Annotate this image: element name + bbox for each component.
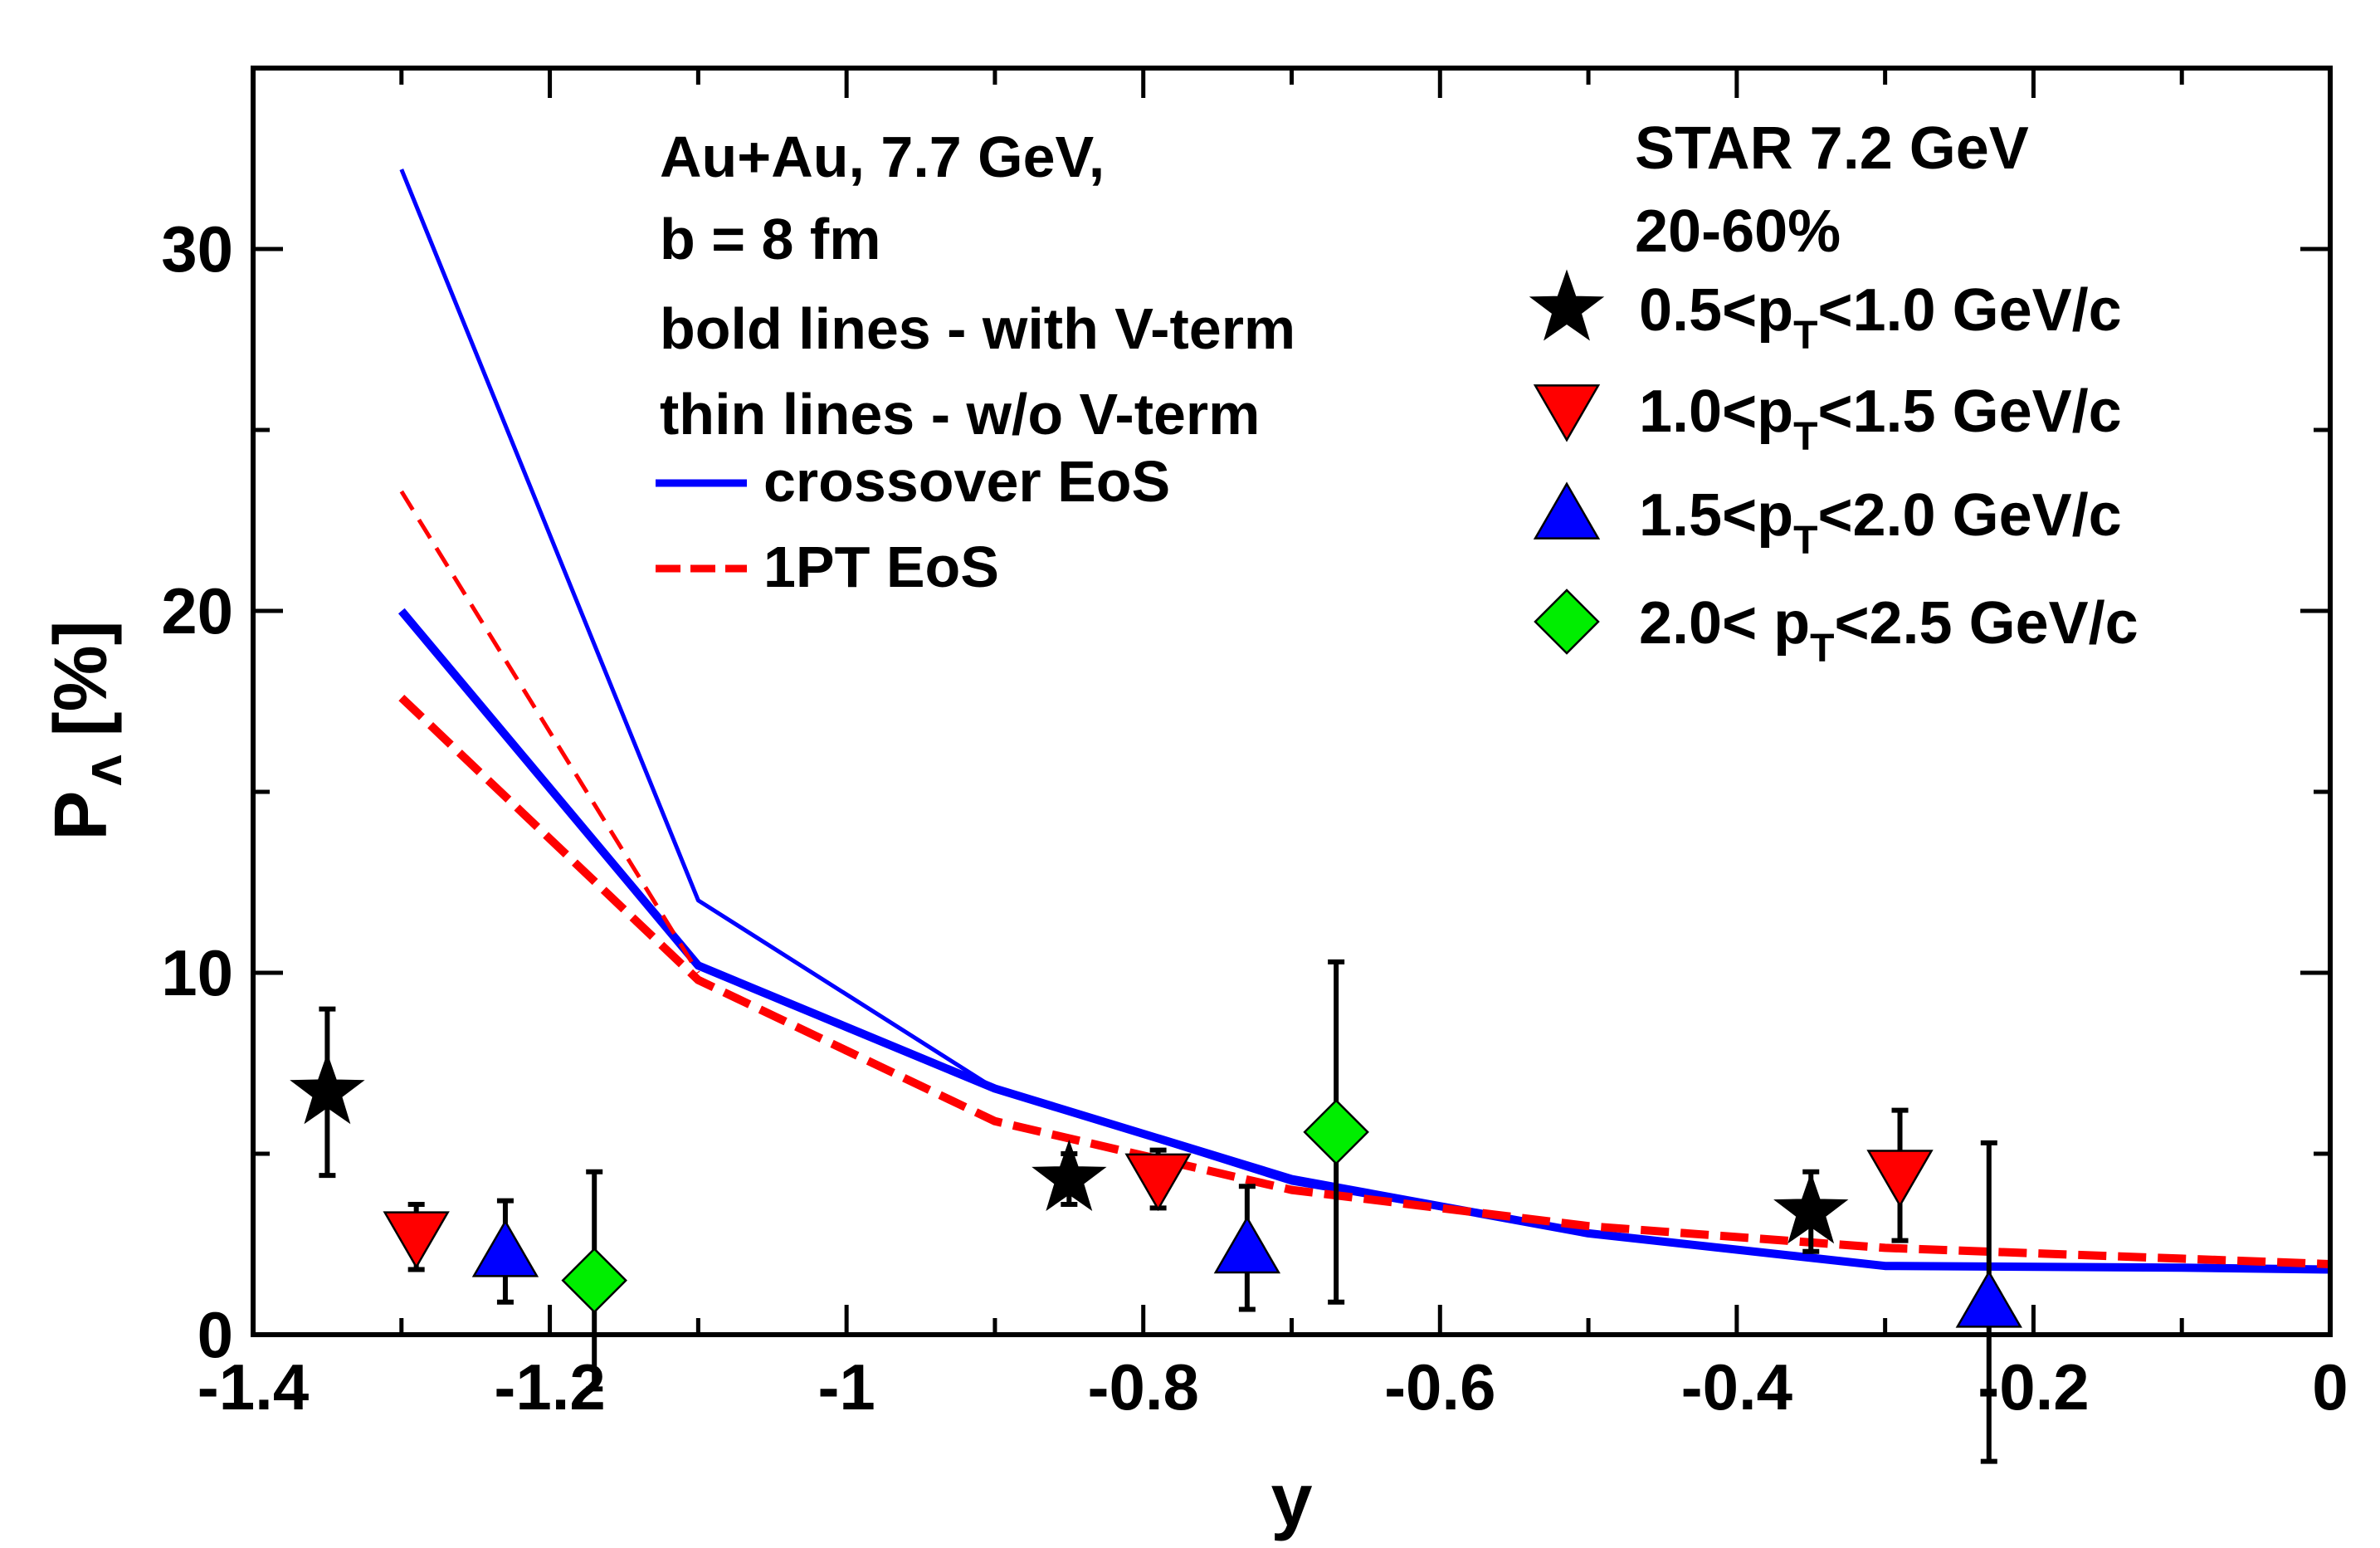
legend-title: STAR 7.2 GeV — [1635, 115, 2029, 182]
data-point-triangle-up — [1955, 1270, 2022, 1328]
annotation-block: Au+Au, 7.7 GeV, b = 8 fm bold lines - with… — [660, 125, 1295, 447]
x-axis-label: y — [1270, 1459, 1312, 1542]
legend-marker-star — [1529, 269, 1605, 341]
x-tick-label: -0.4 — [1681, 1350, 1792, 1423]
legend-entry-sub: T — [1793, 519, 1817, 563]
legend-title: 20-60% — [1635, 198, 1841, 265]
legend-marker-triangle-up — [1533, 481, 1601, 540]
y-tick-label: 30 — [161, 212, 233, 286]
y-tick-label: 0 — [198, 1298, 233, 1371]
data-point-diamond — [1303, 1099, 1369, 1165]
data-point-star — [1031, 1139, 1107, 1211]
y-tick-label: 20 — [161, 574, 233, 647]
annotation-line: b = 8 fm — [660, 207, 880, 271]
legend-label: crossover EoS — [763, 449, 1170, 514]
y-tick-label: 10 — [161, 936, 233, 1009]
data-point-diamond — [561, 1247, 627, 1314]
data-point-triangle-down — [1866, 1150, 1934, 1208]
annotation-line: Au+Au, 7.7 GeV, — [660, 125, 1105, 189]
y-axis-label-subscript: Λ — [85, 754, 131, 785]
legend-entry-sub: T — [1793, 314, 1817, 358]
data-point-triangle-up — [471, 1219, 539, 1277]
annotation-line: thin lines - w/o V-term — [660, 382, 1260, 447]
model-curves — [397, 168, 2331, 1274]
tick-labels: -1.4 -1.2 -1 -0.8 -0.6 -0.4 -0.2 0 0 10 20 30 — [161, 212, 2348, 1423]
legend-entry-post: <1.5 GeV/c — [1817, 378, 2121, 445]
data-point-star — [290, 1052, 365, 1125]
x-tick-label: -0.6 — [1384, 1350, 1495, 1423]
legend-entry-sub: T — [1810, 627, 1834, 671]
legend-entry: 1.0<pT<1.5 GeV/c — [1639, 378, 2122, 459]
plot-frame — [251, 66, 2333, 1337]
x-tick-label: -0.2 — [1978, 1350, 2089, 1423]
x-tick-label: -1 — [817, 1350, 875, 1423]
star-data-points — [290, 959, 2022, 1464]
series-line-0 — [397, 608, 2331, 1274]
legend-entry: 1.5<pT<2.0 GeV/c — [1639, 482, 2122, 563]
line-legend: crossover EoS 1PT EoS — [656, 449, 1170, 599]
data-point-triangle-down — [383, 1211, 450, 1269]
series-line-2 — [398, 694, 2331, 1268]
series-line-1 — [399, 168, 2331, 1272]
axis-ticks — [251, 68, 2333, 1337]
legend-entry-sub: T — [1793, 415, 1817, 459]
y-axis-label: PΛ [%] — [40, 620, 131, 840]
x-tick-label: -1.2 — [494, 1350, 605, 1423]
legend-entry-post: <2.0 GeV/c — [1817, 482, 2121, 549]
svg-text:PΛ[%]: PΛ [%] — [40, 620, 131, 840]
y-axis-label-unit: [%] — [40, 620, 123, 736]
y-axis-label-main: P — [40, 791, 123, 841]
x-tick-label: 0 — [2312, 1350, 2348, 1423]
legend-entry-pre: 1.5<p — [1639, 482, 1793, 549]
x-tick-label: -0.8 — [1088, 1350, 1199, 1423]
series-line-3 — [399, 490, 700, 974]
data-point-triangle-up — [1213, 1215, 1281, 1274]
legend-marker-triangle-down — [1533, 384, 1601, 442]
legend-entry: 0.5<pT<1.0 GeV/c — [1639, 277, 2122, 358]
legend-label: 1PT EoS — [763, 535, 999, 599]
legend-entry-post: <1.0 GeV/c — [1817, 277, 2121, 344]
annotation-line: bold lines - with V-term — [660, 296, 1295, 361]
data-point-triangle-down — [1124, 1153, 1192, 1212]
legend-entry-pre: 0.5<p — [1639, 277, 1793, 344]
x-tick-label: -1.4 — [198, 1350, 309, 1423]
legend-marker-diamond — [1534, 588, 1600, 655]
legend-entry-post: <2.5 GeV/c — [1834, 590, 2138, 657]
legend-entry: 2.0< pT<2.5 GeV/c — [1639, 590, 2139, 671]
legend-entry-pre: 2.0< p — [1639, 590, 1810, 657]
legend-entry-pre: 1.0<p — [1639, 378, 1793, 445]
data-point-star — [1773, 1172, 1849, 1244]
